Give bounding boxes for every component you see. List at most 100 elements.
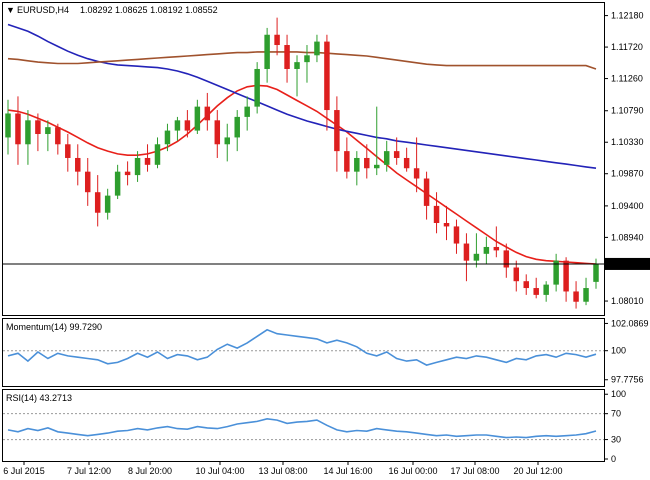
rsi-panel-frame [2, 389, 605, 462]
symbol-label: EURUSD,H4 [17, 5, 69, 15]
time-tick-label: 8 Jul 20:00 [128, 466, 172, 476]
candle-body [393, 151, 400, 158]
candle-body [244, 106, 250, 117]
candle-body [174, 120, 181, 131]
candle-body [114, 171, 121, 196]
candle-body [553, 260, 559, 285]
candle-body [463, 243, 470, 261]
price-tick-label: 1.11260 [611, 74, 643, 84]
candle-body [164, 130, 171, 145]
momentum-panel-frame [2, 318, 605, 387]
candle-body [274, 34, 280, 46]
candle-body [483, 246, 490, 254]
candle-body [234, 116, 240, 138]
price-tick-label: 1.10790 [611, 106, 644, 116]
candle-body [383, 151, 390, 165]
candle-body [324, 41, 330, 111]
rsi-tick-label: 0 [611, 454, 616, 464]
candle-body [413, 168, 420, 179]
candle-body [35, 120, 41, 135]
price-tick-label: 1.09400 [611, 201, 644, 211]
rsi-line [7, 417, 597, 439]
price-y-axis: 1.12180 1.11720 1.11260 1.10790 1.10330 1.098… [604, 11, 644, 306]
momentum-tick-label: 100 [611, 346, 626, 356]
candle-body [403, 157, 410, 169]
candle-body [204, 106, 211, 121]
moving-averages [7, 23, 597, 265]
momentum-indicator: 102.0869 100 97.7756 [3, 318, 649, 385]
time-axis: 6 Jul 2015 7 Jul 12:00 8 Jul 20:00 10 Jul 0… [3, 461, 563, 476]
candle-body [354, 157, 360, 172]
candle-body [513, 267, 520, 282]
candle-body [294, 62, 300, 69]
price-tick-label: 1.11720 [611, 42, 643, 52]
candle-body [25, 120, 31, 145]
candle-body [493, 246, 500, 251]
candle-body [344, 151, 350, 172]
rsi-tick-label: 70 [611, 409, 621, 419]
price-tick-label: 1.10330 [611, 137, 644, 147]
last-price-line: 1.08552 [3, 257, 650, 270]
candles [5, 17, 599, 309]
last-price-box [604, 257, 650, 270]
sma-fast-line [7, 84, 597, 265]
price-tick-label: 1.09870 [611, 169, 644, 179]
sma-mid-line [7, 23, 597, 169]
ohlc-values: 1.08292 1.08625 1.08192 1.08552 [80, 5, 218, 15]
candle-body [583, 288, 589, 302]
candle-body [45, 127, 51, 135]
candle-body [84, 171, 91, 193]
momentum-tick-label: 102.0869 [611, 318, 649, 328]
price-tick-label: 1.08010 [611, 296, 644, 306]
candle-body [433, 205, 440, 224]
candle-body [75, 157, 81, 172]
candle-body [573, 291, 579, 302]
candle-body [55, 127, 61, 145]
candle-body [264, 34, 270, 69]
candle-body [224, 137, 230, 145]
candle-body [593, 264, 599, 282]
candle-body [5, 113, 11, 138]
candle-body [94, 192, 101, 213]
candle-body [254, 68, 260, 107]
candle-body [563, 260, 569, 292]
time-tick-label: 6 Jul 2015 [3, 466, 45, 476]
candle-body [443, 223, 450, 227]
candle-body [124, 171, 131, 176]
time-tick-label: 10 Jul 04:00 [195, 466, 244, 476]
price-tick-label: 1.12180 [611, 11, 644, 21]
candle-body [184, 120, 191, 131]
candle-body [314, 41, 320, 56]
candle-body [284, 45, 290, 69]
candle-body [104, 195, 111, 213]
rsi-indicator: 100 70 30 0 [3, 389, 626, 464]
last-price-label: 1.08552 [609, 259, 642, 269]
candle-body [134, 157, 141, 176]
price-tick-label: 1.08940 [611, 232, 644, 242]
rsi-tick-label: 30 [611, 435, 621, 445]
candle-body [453, 226, 460, 244]
time-tick-label: 20 Jul 12:00 [513, 466, 562, 476]
time-tick-label: 7 Jul 12:00 [67, 466, 111, 476]
candle-body [423, 178, 430, 206]
candle-body [543, 284, 549, 295]
rsi-tick-label: 100 [611, 389, 626, 399]
rsi-title: RSI(14) 43.2713 [6, 393, 72, 403]
candle-body [144, 157, 151, 165]
collapse-triangle-icon[interactable]: ▼ [6, 5, 15, 15]
sma-slow-line [7, 51, 597, 70]
candle-body [473, 253, 480, 261]
time-tick-label: 17 Jul 08:00 [450, 466, 499, 476]
candle-body [15, 113, 21, 145]
candle-body [523, 281, 529, 289]
momentum-title: Momentum(14) 99.7290 [6, 322, 102, 332]
candle-body [214, 120, 221, 145]
time-tick-label: 13 Jul 08:00 [258, 466, 307, 476]
candle-body [374, 164, 380, 169]
candle-body [154, 144, 161, 165]
candle-body [65, 144, 71, 158]
candle-body [364, 157, 370, 169]
candle-body [334, 110, 340, 152]
momentum-line [7, 328, 597, 366]
